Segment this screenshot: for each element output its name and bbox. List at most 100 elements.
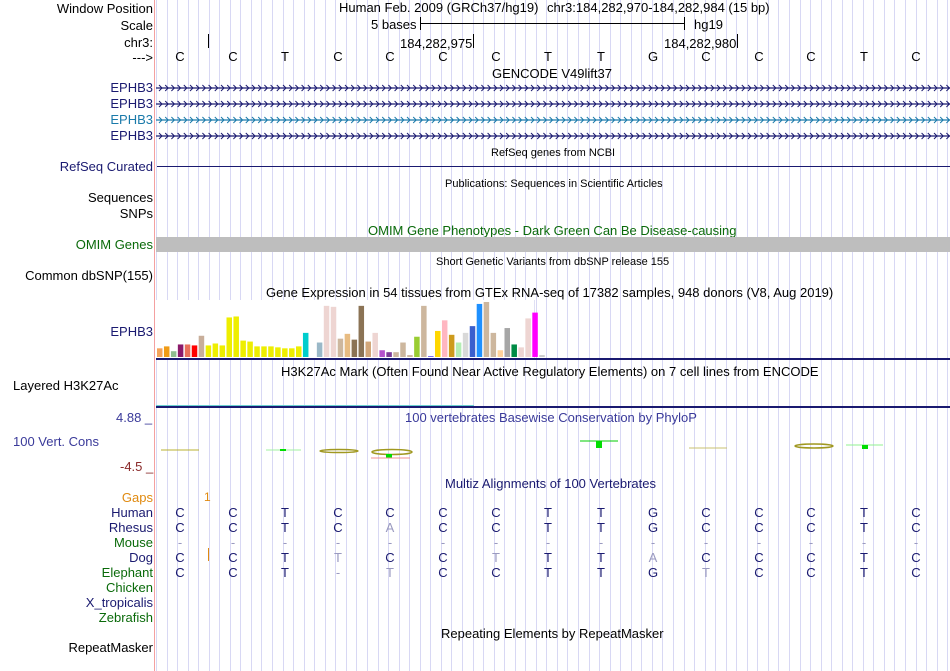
gencode-gene-label[interactable]: EPHB3 — [110, 96, 153, 111]
species-label[interactable]: Rhesus — [108, 520, 153, 535]
omim-gene-bar[interactable] — [156, 237, 950, 252]
strand-arrow — [685, 132, 690, 140]
strand-arrow — [394, 84, 399, 92]
refseq-track-label[interactable]: RefSeq Curated — [59, 159, 153, 174]
gridline — [894, 0, 895, 671]
scale-bar-right-cap — [684, 17, 685, 30]
species-label[interactable]: Dog — [129, 550, 153, 565]
omim-track-label[interactable]: OMIM Genes — [75, 237, 153, 252]
strand-arrow — [915, 116, 920, 124]
strand-arrow — [481, 100, 486, 108]
gencode-gene-label[interactable]: EPHB3 — [110, 128, 153, 143]
strand-arrow — [698, 100, 703, 108]
gridline — [905, 0, 906, 671]
alignment-base: T — [334, 550, 342, 565]
alignment-base: C — [228, 520, 238, 535]
strand-arrow — [636, 132, 641, 140]
strand-arrow — [747, 84, 752, 92]
strand-arrow — [598, 100, 603, 108]
strand-arrow — [877, 132, 882, 140]
strand-arrow — [202, 132, 207, 140]
alignment-base: T — [281, 550, 289, 565]
strand-arrow — [226, 84, 231, 92]
gridline — [610, 0, 611, 671]
gtex-track-label[interactable]: EPHB3 — [110, 324, 153, 339]
gtex-bar — [455, 342, 462, 357]
strand-arrow — [468, 100, 473, 108]
species-label[interactable]: Human — [111, 505, 153, 520]
strand-arrow — [561, 132, 566, 140]
strand-arrow — [195, 116, 200, 124]
strand-arrow — [239, 100, 244, 108]
strand-arrow — [828, 84, 833, 92]
gencode-gene-label[interactable]: EPHB3 — [110, 112, 153, 127]
strand-arrow — [797, 84, 802, 92]
gtex-baseline — [156, 358, 950, 360]
gaps-label[interactable]: Gaps — [121, 490, 153, 505]
position-readout[interactable]: chr3:184,282,970-184,282,984 (15 bp) — [547, 0, 770, 15]
strand-arrow — [561, 100, 566, 108]
strand-arrow — [326, 84, 331, 92]
refseq-gene-line[interactable] — [157, 166, 950, 167]
species-label[interactable]: X_tropicalis — [85, 595, 153, 610]
gencode-gene-model[interactable] — [156, 83, 950, 93]
publications-label-sequences[interactable]: Sequences — [87, 190, 153, 205]
strand-arrow — [518, 100, 523, 108]
strand-arrow — [338, 100, 343, 108]
strand-arrow — [406, 100, 411, 108]
publications-label-snps[interactable]: SNPs — [119, 206, 153, 221]
strand-arrow — [425, 132, 430, 140]
h3k27ac-track-label[interactable]: Layered H3K27Ac — [13, 378, 119, 393]
alignment-base: C — [754, 565, 764, 580]
strand-arrow — [667, 84, 672, 92]
species-label[interactable]: Mouse — [113, 535, 153, 550]
gencode-gene-label[interactable]: EPHB3 — [110, 80, 153, 95]
gridline — [747, 0, 748, 671]
strand-arrow — [797, 132, 802, 140]
dbsnp-track-label[interactable]: Common dbSNP(155) — [25, 268, 153, 283]
window-position-label: Window Position — [56, 1, 153, 16]
gencode-gene-model[interactable] — [156, 115, 950, 125]
strand-arrow — [673, 84, 678, 92]
species-label[interactable]: Chicken — [106, 580, 153, 595]
strand-arrow — [586, 84, 591, 92]
gencode-gene-model[interactable] — [156, 99, 950, 109]
gridline — [852, 0, 853, 671]
strand-arrow — [834, 100, 839, 108]
repeatmasker-track-label[interactable]: RepeatMasker — [68, 640, 153, 655]
strand-arrow — [158, 100, 163, 108]
strand-arrow — [481, 116, 486, 124]
strand-arrow — [877, 100, 882, 108]
strand-arrow — [183, 100, 188, 108]
strand-arrow — [524, 84, 529, 92]
strand-arrow — [629, 132, 634, 140]
strand-arrow — [282, 116, 287, 124]
gtex-bar-chart[interactable] — [156, 300, 545, 360]
gtex-bar — [372, 332, 378, 357]
strand-arrow — [245, 84, 250, 92]
strand-arrow — [319, 116, 324, 124]
gridline — [578, 0, 579, 671]
alignment-base: T — [860, 505, 868, 520]
ruler-tick-label-1: 184,282,975 — [400, 36, 473, 51]
strand-arrow — [747, 100, 752, 108]
species-label[interactable]: Elephant — [101, 565, 153, 580]
strand-arrow — [400, 116, 405, 124]
species-label[interactable]: Zebrafish — [98, 610, 153, 625]
alignment-base: T — [597, 550, 605, 565]
phylop-track-label[interactable]: 100 Vert. Cons — [13, 434, 99, 449]
strand-arrow — [394, 116, 399, 124]
strand-arrow — [282, 84, 287, 92]
strand-arrow — [344, 116, 349, 124]
gencode-gene-model[interactable] — [156, 131, 950, 141]
gridline — [842, 0, 843, 671]
strand-arrow — [257, 132, 262, 140]
strand-arrow — [716, 84, 721, 92]
strand-arrow — [753, 84, 758, 92]
strand-arrow — [388, 84, 393, 92]
strand-arrow — [642, 100, 647, 108]
strand-arrow — [729, 132, 734, 140]
strand-arrow — [505, 132, 510, 140]
gridline — [831, 0, 832, 671]
gridline — [641, 0, 642, 671]
